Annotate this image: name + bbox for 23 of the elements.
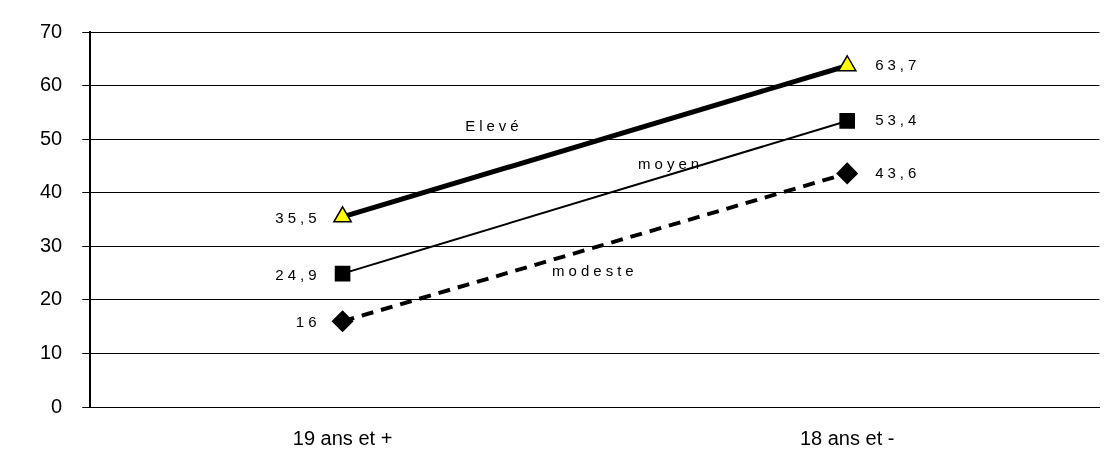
- x-tick-label: 19 ans et +: [292, 426, 393, 449]
- y-tick-label: 70: [40, 19, 63, 42]
- point: [331, 310, 354, 333]
- point: [836, 162, 858, 185]
- y-tick-label: 50: [40, 126, 63, 149]
- data-label: 43,6: [875, 163, 921, 181]
- y-tick-label: 20: [40, 287, 63, 310]
- y-tick-label: 0: [51, 394, 63, 417]
- point: [839, 113, 856, 129]
- series-label: Elevé: [465, 116, 523, 134]
- y-tick-label: 40: [40, 180, 63, 203]
- series-label: moyen: [638, 154, 704, 172]
- series-label: modeste: [552, 262, 638, 280]
- y-tick-label: 10: [40, 340, 63, 363]
- y-tick-label: 60: [40, 73, 63, 96]
- data-label: 16: [295, 313, 321, 331]
- data-label: 53,4: [875, 111, 921, 129]
- y-tick-label: 30: [40, 233, 63, 256]
- point: [334, 265, 351, 282]
- x-tick-label: 18 ans et -: [799, 426, 895, 449]
- data-label: 24,9: [275, 265, 321, 283]
- data-label: 63,7: [875, 55, 921, 73]
- data-label: 35,5: [275, 208, 321, 226]
